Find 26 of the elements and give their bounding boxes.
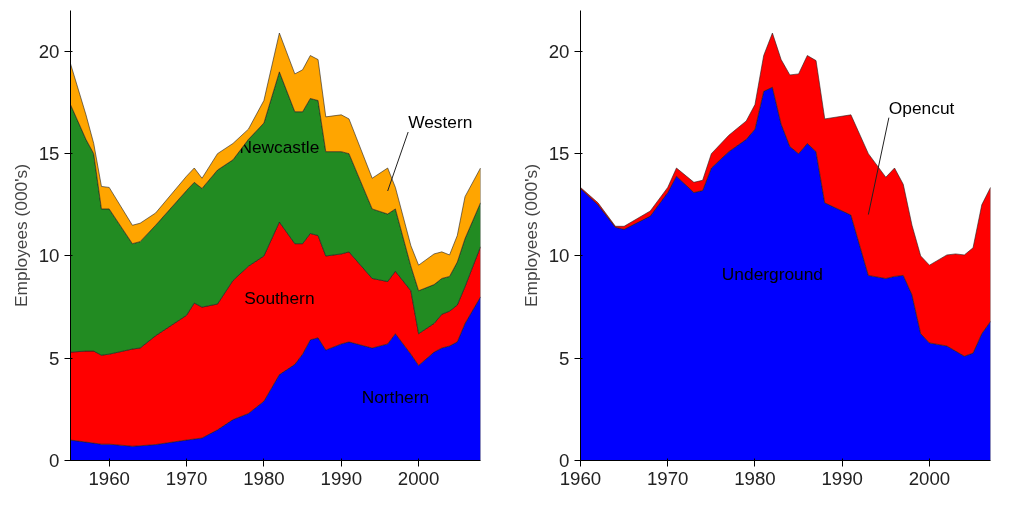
y-tick-label: 5: [49, 347, 60, 369]
text: Western: [408, 112, 473, 132]
y-tick-label: 5: [559, 347, 570, 369]
y-tick-label: 15: [548, 143, 570, 165]
x-tick-label: 2000: [397, 467, 440, 489]
y-tick-label: 15: [38, 143, 60, 165]
series-label: Underground: [721, 263, 823, 284]
x-tick-label: 1960: [88, 467, 130, 489]
y-tick-label: 0: [49, 450, 60, 471]
y-tick-label: 10: [548, 245, 570, 267]
y-tick-label: 20: [548, 40, 570, 62]
y-axis-title: Employees (000's): [10, 164, 31, 307]
x-tick-label: 1990: [320, 467, 363, 489]
x-tick-label: 1970: [165, 467, 208, 489]
series-label: Opencut: [888, 97, 955, 118]
series-label: Northern: [361, 387, 430, 408]
x-tick-label: 1970: [646, 467, 689, 489]
x-tick-label: 1980: [734, 467, 776, 489]
y-tick-label: 20: [38, 40, 60, 62]
x-tick-label: 2000: [908, 467, 951, 489]
x-tick-label: 1980: [243, 467, 285, 489]
y-axis-title: Employees (000's): [520, 164, 541, 307]
x-tick-label: 1990: [821, 467, 863, 489]
series-label: Southern: [244, 288, 315, 309]
y-tick-label: 10: [38, 245, 60, 267]
series-label: Newcastle: [239, 136, 320, 157]
